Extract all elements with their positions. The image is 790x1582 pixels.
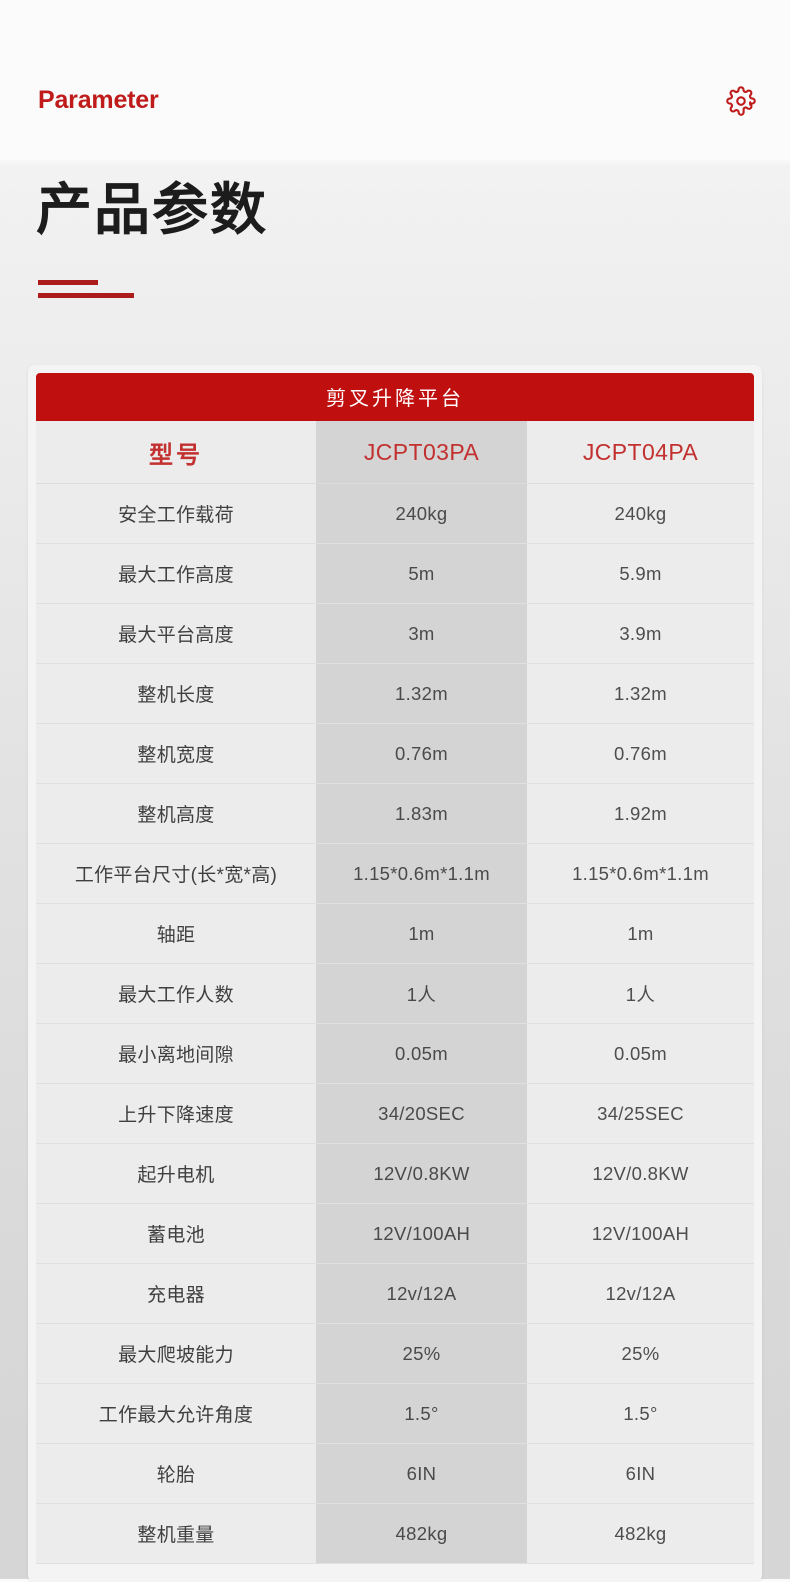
row-value-jcpt04pa: 12V/0.8KW	[527, 1143, 754, 1204]
row-value-jcpt04pa: 1m	[527, 903, 754, 964]
table-row: 整机高度 1.83m 1.92m	[36, 783, 754, 844]
table-row: 整机重量 482kg 482kg	[36, 1503, 754, 1564]
table-row: 轮胎 6IN 6IN	[36, 1443, 754, 1504]
table-row: 最小离地间隙 0.05m 0.05m	[36, 1023, 754, 1084]
row-value-jcpt03pa: 0.05m	[316, 1023, 527, 1084]
row-value-jcpt04pa: 12V/100AH	[527, 1203, 754, 1264]
model-header-jcpt03pa: JCPT03PA	[316, 421, 527, 484]
row-value-jcpt03pa: 12v/12A	[316, 1263, 527, 1324]
table-model-header-row: 型号 JCPT03PA JCPT04PA	[36, 421, 754, 484]
table-row: 充电器 12v/12A 12v/12A	[36, 1263, 754, 1324]
row-label: 最大工作人数	[36, 963, 316, 1024]
table-row: 最大平台高度 3m 3.9m	[36, 603, 754, 664]
table-row: 工作最大允许角度 1.5° 1.5°	[36, 1383, 754, 1444]
row-value-jcpt04pa: 482kg	[527, 1503, 754, 1564]
row-value-jcpt03pa: 5m	[316, 543, 527, 604]
row-value-jcpt03pa: 1.5°	[316, 1383, 527, 1444]
row-value-jcpt03pa: 482kg	[316, 1503, 527, 1564]
row-value-jcpt03pa: 1.83m	[316, 783, 527, 844]
page-title: 产品参数	[36, 178, 268, 243]
table-row: 安全工作载荷 240kg 240kg	[36, 483, 754, 544]
row-value-jcpt04pa: 1.15*0.6m*1.1m	[527, 843, 754, 904]
row-value-jcpt03pa: 34/20SEC	[316, 1083, 527, 1144]
table-row: 工作平台尺寸(长*宽*高) 1.15*0.6m*1.1m 1.15*0.6m*1.1…	[36, 843, 754, 904]
row-value-jcpt03pa: 12V/0.8KW	[316, 1143, 527, 1204]
row-value-jcpt04pa: 34/25SEC	[527, 1083, 754, 1144]
model-header-jcpt04pa: JCPT04PA	[527, 421, 754, 484]
row-label: 最小离地间隙	[36, 1023, 316, 1084]
row-label: 上升下降速度	[36, 1083, 316, 1144]
section-heading-block: 产品参数	[0, 160, 790, 360]
row-value-jcpt04pa: 1.92m	[527, 783, 754, 844]
row-value-jcpt03pa: 1m	[316, 903, 527, 964]
row-label: 安全工作载荷	[36, 483, 316, 544]
spec-table-card: 剪叉升降平台 型号 JCPT03PA JCPT04PA 安全工作载荷 240kg 2…	[28, 365, 762, 1582]
row-label: 最大爬坡能力	[36, 1323, 316, 1384]
gear-icon[interactable]	[726, 86, 756, 116]
row-value-jcpt04pa: 0.05m	[527, 1023, 754, 1084]
row-value-jcpt04pa: 5.9m	[527, 543, 754, 604]
row-value-jcpt03pa: 0.76m	[316, 723, 527, 784]
model-header-label: 型号	[36, 421, 316, 484]
row-value-jcpt03pa: 240kg	[316, 483, 527, 544]
row-label: 充电器	[36, 1263, 316, 1324]
table-card-footer-space	[36, 1564, 754, 1574]
row-label: 轴距	[36, 903, 316, 964]
title-rule-short	[38, 280, 98, 285]
row-value-jcpt03pa: 3m	[316, 603, 527, 664]
row-value-jcpt04pa: 1.5°	[527, 1383, 754, 1444]
table-row: 最大爬坡能力 25% 25%	[36, 1323, 754, 1384]
table-row: 轴距 1m 1m	[36, 903, 754, 964]
row-label: 起升电机	[36, 1143, 316, 1204]
row-label: 整机重量	[36, 1503, 316, 1564]
table-row: 上升下降速度 34/20SEC 34/25SEC	[36, 1083, 754, 1144]
row-value-jcpt04pa: 1.32m	[527, 663, 754, 724]
row-label: 最大平台高度	[36, 603, 316, 664]
row-value-jcpt03pa: 12V/100AH	[316, 1203, 527, 1264]
table-row: 最大工作人数 1人 1人	[36, 963, 754, 1024]
spec-table-body: 安全工作载荷 240kg 240kg 最大工作高度 5m 5.9m 最大平台高度 3m 3.9m…	[36, 483, 754, 1564]
row-value-jcpt03pa: 1人	[316, 963, 527, 1024]
row-value-jcpt04pa: 25%	[527, 1323, 754, 1384]
spec-table: 剪叉升降平台 型号 JCPT03PA JCPT04PA 安全工作载荷 240kg 2…	[36, 373, 754, 1564]
row-value-jcpt04pa: 3.9m	[527, 603, 754, 664]
row-label: 整机高度	[36, 783, 316, 844]
row-value-jcpt04pa: 240kg	[527, 483, 754, 544]
row-label: 最大工作高度	[36, 543, 316, 604]
table-banner-title: 剪叉升降平台	[36, 373, 754, 421]
table-row: 整机长度 1.32m 1.32m	[36, 663, 754, 724]
table-row: 整机宽度 0.76m 0.76m	[36, 723, 754, 784]
table-banner-row: 剪叉升降平台	[36, 373, 754, 421]
row-label: 轮胎	[36, 1443, 316, 1504]
table-row: 最大工作高度 5m 5.9m	[36, 543, 754, 604]
row-value-jcpt03pa: 6IN	[316, 1443, 527, 1504]
row-value-jcpt04pa: 6IN	[527, 1443, 754, 1504]
row-label: 工作平台尺寸(长*宽*高)	[36, 843, 316, 904]
row-value-jcpt04pa: 0.76m	[527, 723, 754, 784]
row-label: 整机宽度	[36, 723, 316, 784]
row-value-jcpt04pa: 12v/12A	[527, 1263, 754, 1324]
table-row: 蓄电池 12V/100AH 12V/100AH	[36, 1203, 754, 1264]
row-value-jcpt03pa: 25%	[316, 1323, 527, 1384]
table-row: 起升电机 12V/0.8KW 12V/0.8KW	[36, 1143, 754, 1204]
row-label: 工作最大允许角度	[36, 1383, 316, 1444]
row-value-jcpt04pa: 1人	[527, 963, 754, 1024]
row-label: 蓄电池	[36, 1203, 316, 1264]
top-header-bar: Parameter	[0, 0, 790, 160]
page-eyebrow-title: Parameter	[38, 86, 159, 114]
title-rule-long	[38, 293, 134, 298]
row-value-jcpt03pa: 1.32m	[316, 663, 527, 724]
row-label: 整机长度	[36, 663, 316, 724]
row-value-jcpt03pa: 1.15*0.6m*1.1m	[316, 843, 527, 904]
